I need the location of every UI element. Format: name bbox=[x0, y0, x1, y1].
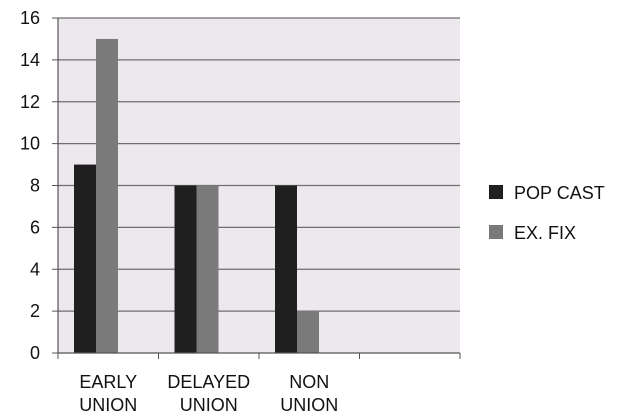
y-axis-ticks: 0 2 4 6 8 10 12 14 16 bbox=[20, 8, 58, 363]
bar-ex-fix-0 bbox=[96, 38, 118, 353]
bar-ex-fix-1 bbox=[196, 185, 219, 353]
y-tick-label: 16 bbox=[20, 8, 40, 28]
x-axis-labels: EARLY UNION DELAYED UNION NON UNION bbox=[79, 372, 338, 414]
bar-ex-fix-2 bbox=[297, 311, 319, 353]
y-tick-label: 12 bbox=[20, 92, 40, 112]
x-category-label: EARLY bbox=[79, 372, 137, 392]
y-tick-label: 0 bbox=[30, 343, 40, 363]
y-tick-label: 8 bbox=[30, 176, 40, 196]
axes bbox=[57, 18, 461, 359]
legend-label: EX. FIX bbox=[514, 223, 576, 243]
x-category-label: NON bbox=[289, 372, 329, 392]
y-tick-label: 2 bbox=[30, 301, 40, 321]
legend-swatch bbox=[489, 185, 503, 199]
x-category-label: DELAYED bbox=[167, 372, 250, 392]
x-category-label: UNION bbox=[79, 395, 137, 414]
bar-pop-cast-0 bbox=[74, 164, 96, 353]
x-category-label: UNION bbox=[180, 395, 238, 414]
bar-pop-cast-1 bbox=[174, 185, 197, 353]
y-tick-label: 4 bbox=[30, 259, 40, 279]
bars bbox=[74, 38, 319, 353]
legend-swatch bbox=[489, 225, 503, 239]
y-tick-label: 6 bbox=[30, 217, 40, 237]
y-tick-label: 10 bbox=[20, 134, 40, 154]
gridlines bbox=[58, 17, 460, 312]
legend-label: POP CAST bbox=[514, 183, 605, 203]
bar-pop-cast-2 bbox=[275, 185, 297, 353]
y-tick-label: 14 bbox=[20, 50, 40, 70]
x-category-label: UNION bbox=[280, 395, 338, 414]
legend: POP CAST EX. FIX bbox=[489, 183, 605, 243]
